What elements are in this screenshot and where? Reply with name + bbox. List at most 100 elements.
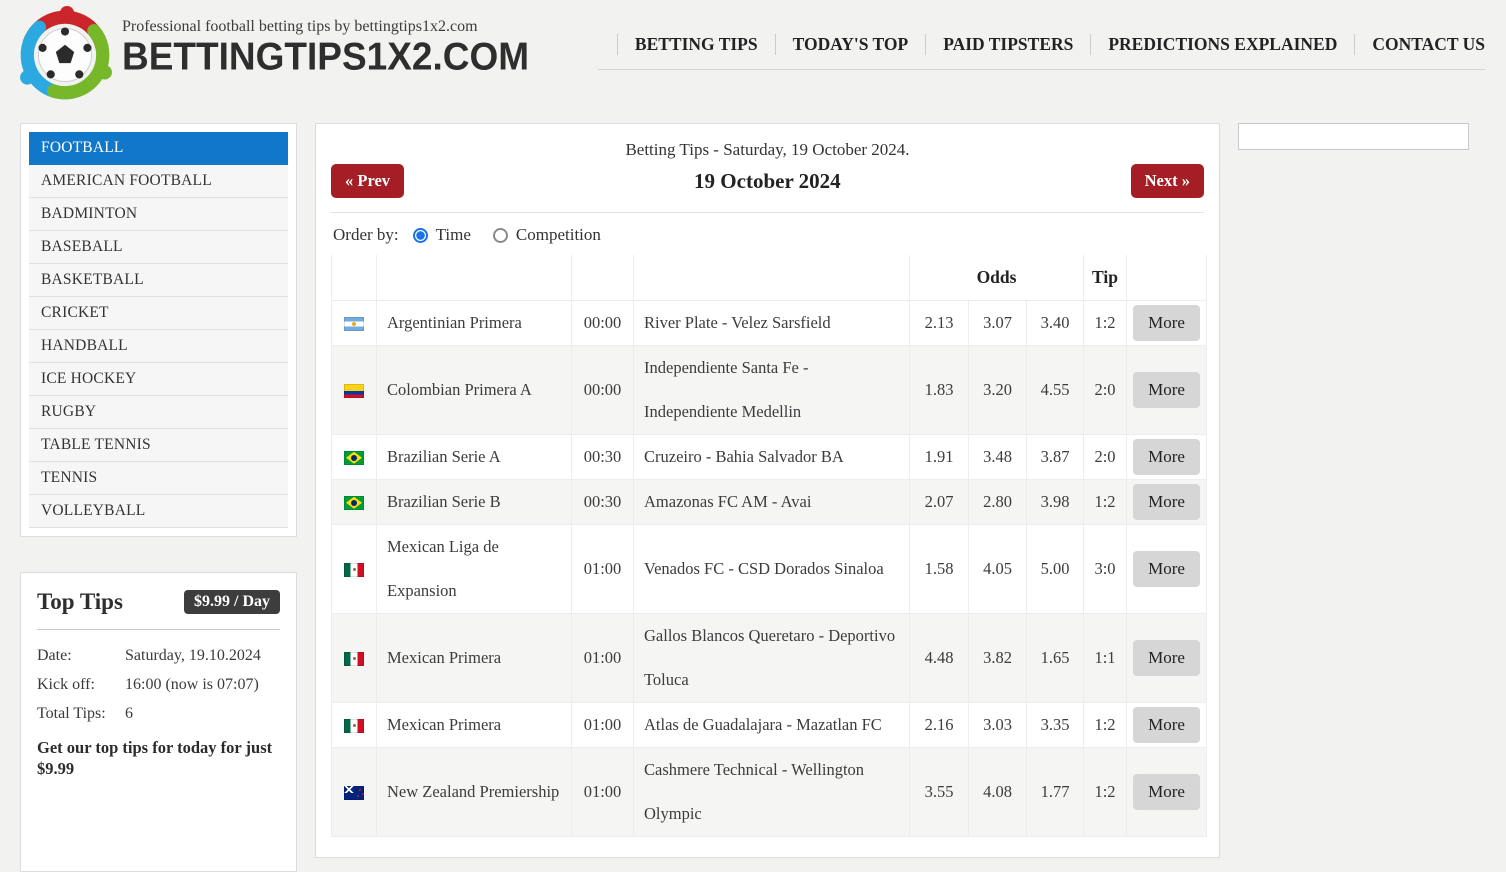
table-header-row: Odds Tip — [331, 255, 1208, 301]
flag-cell — [331, 612, 377, 703]
radio-icon[interactable] — [412, 227, 428, 243]
kickoff-time-cell: 01:00 — [571, 701, 634, 748]
sports-sidebar: FOOTBALL AMERICAN FOOTBALL BADMINTON BAS… — [20, 123, 297, 537]
top-tips-cta: Get our top tips for today for just $9.9… — [37, 738, 273, 779]
nav-item[interactable]: CONTACT US — [1354, 34, 1485, 55]
match-cell: River Plate - Velez Sarsfield — [633, 299, 910, 346]
nav-item[interactable]: TODAY'S TOP — [774, 34, 926, 55]
odds-column-header: Odds — [908, 255, 1085, 301]
kickoff-time-cell: 01:00 — [571, 746, 634, 837]
odd-draw-cell: 3.82 — [968, 612, 1027, 703]
odd-draw-cell: 2.80 — [968, 478, 1027, 525]
prev-day-button[interactable]: « Prev — [331, 164, 405, 198]
match-cell: Atlas de Guadalajara - Mazatlan FC — [633, 701, 910, 748]
competition-cell: Brazilian Serie B — [376, 478, 572, 525]
flag-cell — [331, 701, 377, 748]
more-button[interactable]: More — [1133, 304, 1200, 341]
more-button[interactable]: More — [1133, 438, 1200, 475]
kickoff-time-cell: 00:00 — [571, 299, 634, 346]
table-row: New Zealand Premiership 01:00 Cashmere T… — [331, 746, 1208, 837]
sidebar-item-sport[interactable]: ICE HOCKEY — [29, 363, 288, 396]
odd-away-cell: 1.65 — [1025, 612, 1085, 703]
top-tips-row: Kick off: 16:00 (now is 07:07) — [37, 675, 280, 696]
more-button[interactable]: More — [1133, 550, 1200, 587]
match-cell: Cruzeiro - Bahia Salvador BA — [633, 433, 910, 480]
odd-home-cell: 4.48 — [909, 612, 969, 703]
odd-away-cell: 3.35 — [1025, 701, 1085, 748]
odd-away-cell: 3.98 — [1025, 478, 1085, 525]
sidebar-item-sport[interactable]: BADMINTON — [29, 198, 288, 231]
top-tips-row: Total Tips: 6 — [37, 704, 280, 725]
top-tips-row-label: Date: — [37, 647, 72, 664]
next-day-button[interactable]: Next » — [1130, 164, 1204, 198]
tip-cell: 1:2 — [1083, 746, 1128, 837]
brazil-flag — [344, 495, 364, 510]
odd-draw-cell: 4.08 — [968, 746, 1027, 837]
kickoff-time-cell: 00:30 — [571, 433, 634, 480]
nav-item[interactable]: BETTING TIPS — [616, 34, 775, 55]
sidebar-item-sport[interactable]: TABLE TENNIS — [29, 429, 288, 462]
order-by-option[interactable]: Competition — [492, 225, 601, 245]
sidebar-item-sport[interactable]: BASEBALL — [29, 231, 288, 264]
header: Professional football betting tips by be… — [0, 0, 1506, 118]
order-by-label: Order by: — [333, 225, 399, 244]
table-row: Colombian Primera A 00:00 Independiente … — [331, 344, 1208, 435]
sidebar-item-sport[interactable]: BASKETBALL — [29, 264, 288, 297]
nav-item[interactable]: PREDICTIONS EXPLAINED — [1090, 34, 1354, 55]
competition-cell: Mexican Liga de Expansion — [376, 523, 572, 614]
odd-away-cell: 4.55 — [1025, 344, 1085, 435]
more-button[interactable]: More — [1133, 483, 1200, 520]
odd-draw-cell: 4.05 — [968, 523, 1027, 614]
more-button[interactable]: More — [1133, 773, 1200, 810]
odd-home-cell: 3.55 — [909, 746, 969, 837]
kickoff-time-cell: 01:00 — [571, 523, 634, 614]
tips-table: Odds Tip Argentinian Primera 00:00 River… — [331, 255, 1208, 837]
match-cell: Independiente Santa Fe - Independiente M… — [633, 344, 910, 435]
sidebar-item-sport[interactable]: CRICKET — [29, 297, 288, 330]
odd-home-cell: 2.13 — [909, 299, 969, 346]
top-tips-row-label: Total Tips: — [37, 704, 106, 722]
sidebar-item-sport[interactable]: AMERICAN FOOTBALL — [29, 165, 288, 198]
odd-away-cell: 5.00 — [1025, 523, 1085, 614]
more-button[interactable]: More — [1133, 639, 1200, 676]
more-cell: More — [1126, 701, 1208, 748]
top-tips-panel: Top Tips $9.99 / Day Date: Saturday, 19.… — [20, 572, 297, 872]
odd-away-cell: 3.87 — [1025, 433, 1085, 480]
site-title: BETTINGTIPS1X2.COM — [122, 34, 530, 78]
order-by-option-label: Competition — [515, 225, 601, 244]
odd-home-cell: 1.58 — [909, 523, 969, 614]
sidebar-item-sport[interactable]: VOLLEYBALL — [29, 495, 288, 528]
match-cell: Venados FC - CSD Dorados Sinaloa — [633, 523, 910, 614]
divider — [37, 629, 280, 630]
sidebar-item-sport[interactable]: TENNIS — [29, 462, 288, 495]
competition-cell: Argentinian Primera — [376, 299, 572, 346]
more-cell: More — [1126, 433, 1208, 480]
nav-item[interactable]: PAID TIPSTERS — [925, 34, 1090, 55]
competition-cell: Colombian Primera A — [376, 344, 572, 435]
search-input[interactable] — [1238, 123, 1469, 150]
odd-home-cell: 2.07 — [909, 478, 969, 525]
table-row: Brazilian Serie A 00:30 Cruzeiro - Bahia… — [331, 433, 1208, 480]
competition-cell: Mexican Primera — [376, 612, 572, 703]
top-tips-row-value: 6 — [125, 704, 133, 722]
match-cell: Cashmere Technical - Wellington Olympic — [633, 746, 910, 837]
radio-icon[interactable] — [492, 227, 508, 243]
more-button[interactable]: More — [1133, 706, 1200, 743]
sidebar-item-sport[interactable]: RUGBY — [29, 396, 288, 429]
odd-draw-cell: 3.20 — [968, 344, 1027, 435]
site-logo[interactable]: Professional football betting tips by be… — [14, 4, 529, 106]
tip-cell: 1:2 — [1083, 701, 1128, 748]
order-by-option[interactable]: Time — [412, 225, 471, 245]
top-tips-row-value: Saturday, 19.10.2024 — [125, 647, 261, 664]
sidebar-item-sport[interactable]: HANDBALL — [29, 330, 288, 363]
tip-column-header: Tip — [1083, 255, 1128, 301]
competition-cell: Brazilian Serie A — [376, 433, 572, 480]
odd-away-cell: 1.77 — [1025, 746, 1085, 837]
match-cell: Gallos Blancos Queretaro - Deportivo Tol… — [633, 612, 910, 703]
sidebar-item-sport[interactable]: FOOTBALL — [29, 132, 288, 165]
main-content: Betting Tips - Saturday, 19 October 2024… — [315, 123, 1220, 858]
more-button[interactable]: More — [1133, 371, 1200, 408]
tip-cell: 1:2 — [1083, 478, 1128, 525]
table-row: Mexican Primera 01:00 Gallos Blancos Que… — [331, 612, 1208, 703]
top-tips-row-value: 16:00 (now is 07:07) — [125, 675, 259, 693]
